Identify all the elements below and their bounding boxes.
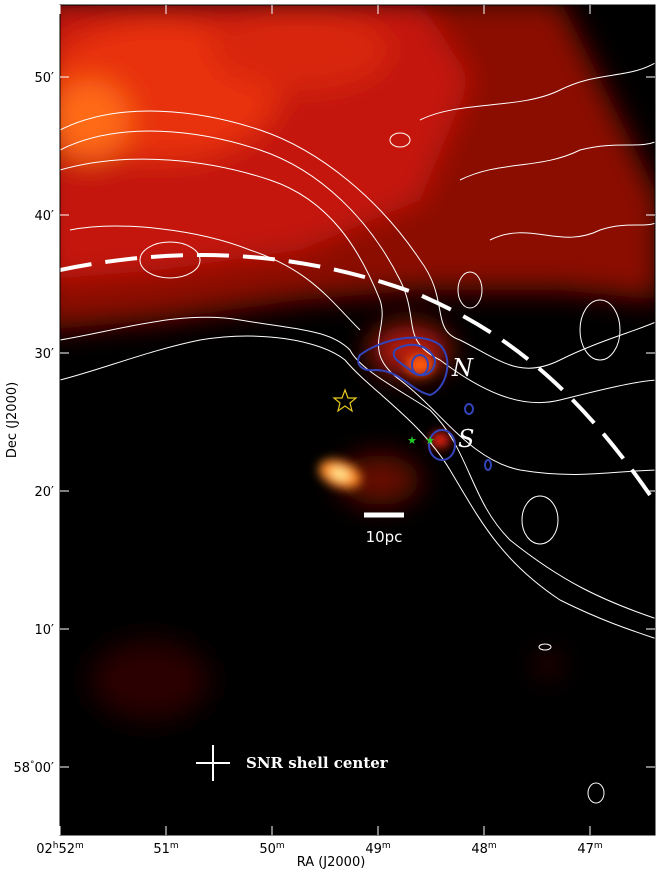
north-label: N [451,354,474,382]
tick-label: 47m [577,841,602,857]
star: ★ [425,434,435,447]
tick-label-part: m [382,841,391,851]
tick-label: 51m [153,841,178,857]
tick-label-part: m [276,841,285,851]
tick-label-part: m [488,841,497,851]
tick-label: 49m [365,841,390,857]
image: ★ ★ N S 10pc SNR shell center [40,0,660,835]
figure: ★ ★ N S 10pc SNR shell center RA (J2000)… [0,0,662,875]
scale-label: 10pc [366,528,403,546]
tick-label-part: 48 [471,842,488,857]
tick-label-part: 47 [577,842,594,857]
tick-label-part: 10′ [35,623,55,638]
tick-label: 02h52m [36,841,84,857]
tick-label-part: 40′ [35,209,55,224]
tick-label: 48m [471,841,496,857]
tick-label-part: 52 [58,842,75,857]
tick-label: 50′ [35,71,55,86]
tick-label-part: 00′ [35,761,55,776]
tick-label-part: 58 [13,761,30,776]
star: ★ [407,434,417,447]
tick-label: 30′ [35,347,55,362]
x-label: RA (J2000) [297,855,366,870]
tick-label-part: 51 [153,842,170,857]
tick-label: 58°00′ [13,760,54,776]
south-label: S [458,425,474,453]
tick-label-part: 02 [36,842,53,857]
tick-label-part: 30′ [35,347,55,362]
tick-label-part: 50′ [35,71,55,86]
tick-label: 50m [259,841,284,857]
tick-label: 20′ [35,485,55,500]
tick-label-part: m [594,841,603,851]
y-label: Dec (J2000) [5,382,20,458]
marker-label: SNR shell center [246,754,389,772]
tick-label: 10′ [35,623,55,638]
tick-label-part: 50 [259,842,276,857]
tick-label-part: m [170,841,179,851]
tick-label-part: 20′ [35,485,55,500]
tick-label: 40′ [35,209,55,224]
tick-label-part: 49 [365,842,382,857]
tick-label-part: m [75,841,84,851]
